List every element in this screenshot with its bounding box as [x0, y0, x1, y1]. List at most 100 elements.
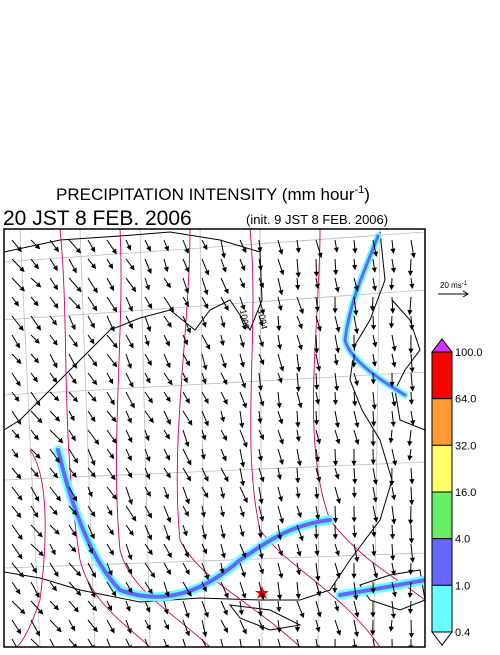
- wind-arrow-head: [205, 613, 208, 617]
- wind-arrow-head: [299, 324, 302, 328]
- wind-arrow-head: [352, 345, 356, 349]
- wind-arrow-head: [17, 382, 20, 386]
- wind-arrow-head: [333, 589, 337, 593]
- wind-arrow-head: [128, 419, 131, 423]
- wind-arrow-head: [336, 288, 340, 292]
- wind-arrow-head: [300, 536, 303, 540]
- wind-arrow-head: [336, 423, 340, 427]
- wind-arrow-head: [296, 594, 300, 598]
- wind-arrow-head: [73, 268, 76, 272]
- colorbar-label: 4.0: [455, 534, 470, 546]
- wind-arrow-head: [299, 345, 302, 349]
- colorbar-under: [432, 632, 452, 645]
- wind-arrow-head: [408, 441, 412, 445]
- wind-arrow-head: [72, 436, 75, 440]
- wind-arrow-head: [317, 477, 321, 481]
- wind-arrow-head: [374, 518, 378, 522]
- wind-arrow-head: [204, 245, 207, 249]
- wind-arrow-head: [298, 513, 301, 517]
- wind-arrow-head: [204, 290, 207, 294]
- wind-arrow-head: [277, 607, 281, 611]
- wind-arrow-head: [241, 481, 245, 485]
- wind-arrow-head: [224, 628, 227, 632]
- wind-arrow-head: [278, 306, 282, 310]
- wind-arrow-head: [316, 400, 320, 404]
- wind-arrow-head: [221, 341, 225, 345]
- wind-arrow-head: [148, 304, 151, 308]
- wind-arrow-head: [392, 402, 396, 406]
- wind-arrow: [88, 639, 94, 649]
- wind-arrow-head: [243, 629, 246, 633]
- wind-arrow-head: [318, 327, 321, 331]
- wind-arrow-head: [410, 480, 414, 484]
- wind-arrow-head: [109, 264, 112, 268]
- colorbar-band: [432, 585, 452, 632]
- colorbar-label: 16.0: [455, 487, 476, 499]
- wind-arrow-head: [223, 457, 226, 461]
- wind-arrow-head: [146, 341, 149, 345]
- wind-arrow-head: [410, 387, 414, 391]
- wind-arrow-head: [408, 456, 412, 460]
- wind-arrow-head: [314, 535, 318, 539]
- wind-arrow-head: [391, 422, 395, 426]
- wind-arrow-head: [296, 437, 300, 441]
- wind-arrow-head: [242, 594, 245, 598]
- wind-arrow-head: [168, 380, 172, 384]
- wind-arrow-head: [277, 404, 281, 408]
- colorbar-label: 1.0: [455, 580, 470, 592]
- wind-arrow-head: [298, 403, 302, 407]
- wind-arrow-head: [146, 457, 149, 461]
- wind-arrow-head: [221, 534, 225, 538]
- vector-legend-exponent: -1: [462, 281, 468, 287]
- wind-arrow-head: [146, 436, 149, 440]
- wind-arrow-head: [243, 248, 246, 252]
- wind-arrow-head: [373, 268, 377, 272]
- wind-arrow-head: [111, 327, 114, 331]
- wind-arrow-head: [110, 551, 113, 555]
- wind-arrow-head: [185, 553, 188, 557]
- wind-arrow-head: [185, 249, 188, 253]
- wind-arrow-head: [72, 379, 75, 383]
- wind-arrow-head: [318, 253, 321, 257]
- wind-arrow-head: [352, 461, 356, 465]
- wind-arrow-head: [259, 533, 263, 537]
- wind-arrow-head: [296, 387, 300, 391]
- wind-arrow-head: [373, 405, 377, 409]
- wind-arrow-head: [188, 421, 191, 425]
- title: PRECIPITATION INTENSITY (mm hour-1): [56, 184, 370, 204]
- wind-arrow-head: [223, 268, 226, 272]
- wind-arrow-head: [222, 254, 226, 258]
- colorbar-over: [432, 339, 452, 352]
- wind-arrow-head: [278, 475, 282, 479]
- wind-arrow-head: [168, 553, 171, 557]
- wind-arrow-head: [19, 535, 23, 539]
- wind-arrow-head: [280, 440, 283, 444]
- wind-arrow-head: [336, 328, 340, 332]
- wind-arrow-head: [167, 397, 170, 401]
- wind-arrow-head: [203, 535, 207, 539]
- wind-arrow-head: [221, 512, 225, 516]
- wind-arrow-head: [240, 423, 244, 427]
- wind-arrow-head: [128, 555, 131, 559]
- wind-arrow-head: [334, 461, 338, 465]
- wind-arrow-head: [409, 349, 413, 353]
- wind-arrow-head: [354, 311, 358, 315]
- wind-arrow-head: [278, 595, 282, 599]
- wind-arrow-head: [205, 575, 208, 579]
- wind-arrow-head: [335, 607, 338, 611]
- wind-arrow-head: [204, 304, 207, 308]
- wind-arrow-head: [128, 473, 131, 477]
- wind-arrow-head: [167, 420, 170, 424]
- wind-arrow-head: [36, 631, 39, 635]
- wind-arrow-head: [315, 421, 319, 425]
- wind-arrow: [31, 639, 43, 650]
- wind-arrow-head: [391, 309, 395, 313]
- wind-arrow-head: [241, 463, 245, 467]
- wind-arrow-head: [390, 285, 394, 289]
- wind-arrow-head: [411, 421, 415, 425]
- colorbar-label: 100.0: [455, 347, 483, 359]
- wind-arrow-head: [165, 625, 168, 629]
- wind-arrow-head: [72, 325, 75, 329]
- wind-arrow-head: [188, 461, 191, 465]
- wind-arrow-head: [186, 631, 189, 635]
